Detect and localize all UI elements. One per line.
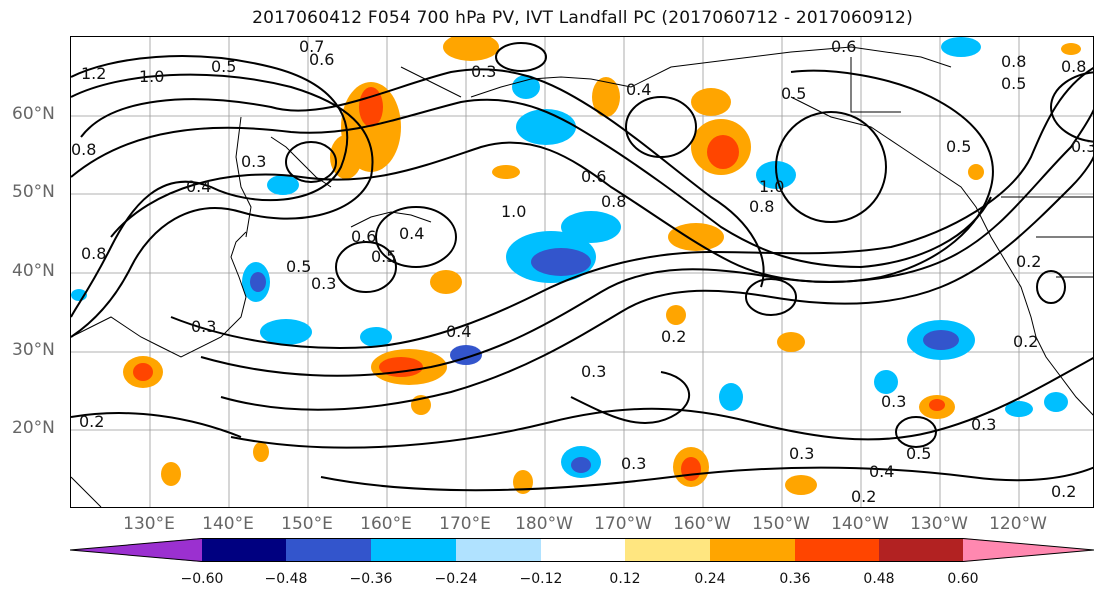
contour-label: 0.3 bbox=[1071, 137, 1094, 156]
contour-label: 0.3 bbox=[881, 392, 906, 411]
colorbar-cell bbox=[963, 538, 1094, 562]
contour-label: 0.4 bbox=[869, 462, 894, 481]
contour-label: 0.2 bbox=[1013, 332, 1038, 351]
lon-label-120w: 120°W bbox=[989, 514, 1047, 534]
contour-label: 0.2 bbox=[1051, 482, 1076, 501]
contour-label: 0.8 bbox=[1001, 52, 1026, 71]
contour-label: 0.5 bbox=[906, 444, 931, 463]
colorbar-tick-label: 0.48 bbox=[863, 571, 895, 587]
contour-label: 0.3 bbox=[311, 274, 336, 293]
contour-label: 0.3 bbox=[241, 152, 266, 171]
contour-label: 0.5 bbox=[371, 247, 396, 266]
lon-label-140w: 140°W bbox=[831, 514, 889, 534]
contour-label: 0.2 bbox=[851, 487, 876, 506]
lon-label-150w: 150°W bbox=[752, 514, 810, 534]
contour-label: 0.5 bbox=[1001, 74, 1026, 93]
contour-label: 0.8 bbox=[81, 244, 106, 263]
contour-label: 1.0 bbox=[139, 67, 164, 86]
contour-label: 0.5 bbox=[211, 57, 236, 76]
colorbar-tick-label: −0.36 bbox=[349, 571, 393, 587]
lon-label-130e: 130°E bbox=[123, 514, 175, 534]
contour-label: 0.6 bbox=[309, 50, 334, 69]
contour-label: 0.8 bbox=[601, 192, 626, 211]
contour-label: 0.3 bbox=[471, 62, 496, 81]
contour-label: 0.3 bbox=[581, 362, 606, 381]
contour-label: 0.7 bbox=[299, 37, 324, 56]
colorbar-cell bbox=[541, 538, 625, 562]
contour-label: 0.2 bbox=[1016, 252, 1041, 271]
colorbar-cell bbox=[286, 538, 371, 562]
colorbar bbox=[70, 538, 1094, 562]
contour-label: 0.2 bbox=[79, 412, 104, 431]
ivt-anomaly-shading bbox=[71, 37, 1081, 495]
contour-label: 0.8 bbox=[749, 197, 774, 216]
lon-label-180w: 180°W bbox=[515, 514, 573, 534]
contour-label: 0.5 bbox=[946, 137, 971, 156]
map-plot-area: 1.2 1.0 0.5 0.7 0.6 0.3 0.4 0.5 0.6 0.8 … bbox=[70, 36, 1094, 508]
contour-label: 0.4 bbox=[446, 322, 471, 341]
colorbar-tick-label: 0.36 bbox=[779, 571, 811, 587]
contour-label: 0.6 bbox=[581, 167, 606, 186]
colorbar-tick-label: −0.48 bbox=[264, 571, 308, 587]
colorbar-tick-label: 0.60 bbox=[947, 571, 979, 587]
lon-label-130w: 130°W bbox=[910, 514, 968, 534]
contour-labels: 1.2 1.0 0.5 0.7 0.6 0.3 0.4 0.5 0.6 0.8 … bbox=[71, 37, 1094, 506]
colorbar-cell bbox=[879, 538, 963, 562]
contour-label: 0.3 bbox=[971, 415, 996, 434]
colorbar-cell bbox=[70, 538, 202, 562]
contour-label: 0.5 bbox=[286, 257, 311, 276]
colorbar-tick-label: 0.24 bbox=[694, 571, 726, 587]
colorbar-outline bbox=[70, 538, 1094, 562]
colorbar-cell bbox=[456, 538, 541, 562]
colorbar-cell bbox=[202, 538, 286, 562]
contour-label: 1.0 bbox=[501, 202, 526, 221]
map-canvas: 1.2 1.0 0.5 0.7 0.6 0.3 0.4 0.5 0.6 0.8 … bbox=[71, 37, 1094, 507]
colorbar-cell bbox=[710, 538, 795, 562]
contour-label: 0.4 bbox=[399, 224, 424, 243]
lat-label-50n: 50°N bbox=[12, 182, 55, 202]
colorbar-tick-label: −0.60 bbox=[180, 571, 224, 587]
map-title: 2017060412 F054 700 hPa PV, IVT Landfall… bbox=[252, 8, 913, 28]
colorbar-tick-label: 0.12 bbox=[609, 571, 641, 587]
contour-label: 0.8 bbox=[1061, 57, 1086, 76]
contour-label: 0.4 bbox=[186, 177, 211, 196]
colorbar-tick-label: −0.24 bbox=[434, 571, 478, 587]
contour-label: 1.0 bbox=[759, 177, 784, 196]
lat-label-40n: 40°N bbox=[12, 261, 55, 281]
contour-label: 0.4 bbox=[626, 80, 651, 99]
lon-label-140e: 140°E bbox=[202, 514, 254, 534]
contour-label: 0.6 bbox=[831, 37, 856, 56]
lat-label-30n: 30°N bbox=[12, 340, 55, 360]
contour-label: 0.6 bbox=[351, 227, 376, 246]
pv-contours bbox=[71, 42, 1093, 492]
colorbar-cell bbox=[795, 538, 879, 562]
colorbar-tick-label: −0.12 bbox=[519, 571, 563, 587]
lon-label-170e: 170°E bbox=[439, 514, 491, 534]
lon-label-160e: 160°E bbox=[360, 514, 412, 534]
lat-label-60n: 60°N bbox=[12, 104, 55, 124]
contour-label: 0.3 bbox=[191, 317, 216, 336]
contour-label: 0.5 bbox=[781, 84, 806, 103]
lon-label-160w: 160°W bbox=[673, 514, 731, 534]
colorbar-cell bbox=[625, 538, 710, 562]
contour-label: 0.2 bbox=[661, 327, 686, 346]
contour-label: 0.3 bbox=[789, 444, 814, 463]
colorbar-cell bbox=[371, 538, 456, 562]
lat-label-20n: 20°N bbox=[12, 418, 55, 438]
contour-label: 0.3 bbox=[621, 454, 646, 473]
contour-label: 0.8 bbox=[71, 140, 96, 159]
contour-label: 1.2 bbox=[81, 64, 106, 83]
lon-label-170w: 170°W bbox=[594, 514, 652, 534]
lon-label-150e: 150°E bbox=[281, 514, 333, 534]
